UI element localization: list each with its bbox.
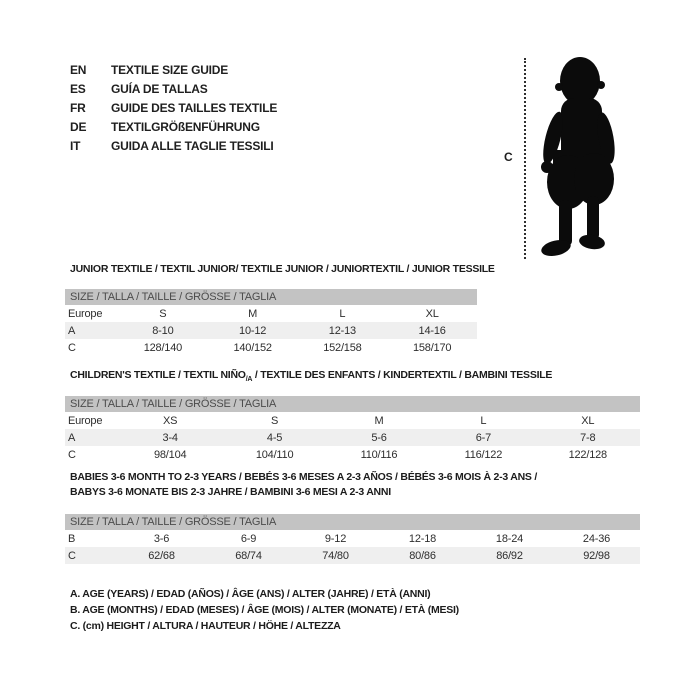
baby-figure: C (498, 52, 638, 264)
table-cell: M (248, 307, 258, 320)
table-cell: 3-6 (153, 532, 170, 545)
table-cell: 12-18 (408, 532, 437, 545)
table-cell: 122/128 (568, 448, 608, 461)
language-row: IT GUIDA ALLE TAGLIE TESSILI (70, 137, 277, 156)
table-cell: 24-36 (582, 532, 611, 545)
language-header: EN TEXTILE SIZE GUIDE ES GUÍA DE TALLAS … (70, 61, 277, 156)
size-table-grid: Europe XS S M L XL A 3-4 4-5 5-6 6-7 7-8 C 98/104 104/… (65, 412, 640, 463)
language-label: TEXTILGRÖßENFÜHRUNG (111, 120, 260, 134)
size-band: SIZE / TALLA / TAILLE / GRÖSSE / TAGLIA (65, 396, 640, 412)
table-cell: 86/92 (496, 549, 523, 562)
junior-size-table: SIZE / TALLA / TAILLE / GRÖSSE / TAGLIA … (65, 289, 477, 356)
section-title-children: CHILDREN'S TEXTILE / TEXTIL NIÑO/A / TEX… (70, 369, 553, 384)
language-code: IT (70, 139, 81, 153)
height-measure-line (524, 58, 526, 259)
table-cell: M (374, 414, 384, 427)
table-row: B 3-6 6-9 9-12 12-18 18-24 24-36 (65, 530, 640, 547)
table-row: C 128/140 140/152 152/158 158/170 (65, 339, 477, 356)
language-label: GUIDA ALLE TAGLIE TESSILI (111, 139, 274, 153)
table-cell: S (159, 307, 167, 320)
baby-silhouette-icon (541, 57, 615, 257)
language-code: FR (70, 101, 86, 115)
table-cell: S (271, 414, 279, 427)
language-label: TEXTILE SIZE GUIDE (111, 63, 229, 77)
row-label: A (68, 324, 76, 337)
table-cell: 6-9 (240, 532, 257, 545)
row-label: C (68, 549, 76, 562)
table-cell: 14-16 (418, 324, 446, 337)
table-cell: 5-6 (371, 431, 387, 444)
table-row: A 8-10 10-12 12-13 14-16 (65, 322, 477, 339)
table-cell: 8-10 (152, 324, 174, 337)
table-row: C 98/104 104/110 110/116 116/122 122/128 (65, 446, 640, 463)
table-cell: 12-13 (328, 324, 356, 337)
language-label: GUIDE DES TAILLES TEXTILE (111, 101, 278, 115)
size-band: SIZE / TALLA / TAILLE / GRÖSSE / TAGLIA (65, 289, 477, 305)
table-cell: XL (581, 414, 595, 427)
children-size-table: SIZE / TALLA / TAILLE / GRÖSSE / TAGLIA … (65, 396, 640, 463)
table-cell: 4-5 (266, 431, 283, 444)
row-label: A (68, 431, 76, 444)
table-cell: 110/116 (360, 448, 398, 461)
table-cell: 80/86 (409, 549, 436, 562)
table-cell: 6-7 (475, 431, 492, 444)
table-cell: 9-12 (324, 532, 347, 545)
footnote-c: C. (cm) HEIGHT / ALTURA / HAUTEUR / HÖHE… (70, 620, 341, 632)
table-cell: 152/158 (323, 341, 362, 354)
table-cell: 68/74 (235, 549, 262, 562)
footnotes: A. AGE (YEARS) / EDAD (AÑOS) / ÂGE (ANS)… (70, 586, 459, 634)
language-row: ES GUÍA DE TALLAS (70, 80, 277, 99)
language-code: DE (70, 120, 87, 134)
table-row: Europe S M L XL (65, 305, 477, 322)
table-cell: XS (163, 414, 178, 427)
section-title-babies-line1: BABIES 3-6 MONTH TO 2-3 YEARS / BEBÉS 3-… (70, 471, 538, 483)
table-row: A 3-4 4-5 5-6 6-7 7-8 (65, 429, 640, 446)
language-row: FR GUIDE DES TAILLES TEXTILE (70, 99, 277, 118)
height-measure-label: C (504, 150, 513, 164)
row-label: Europe (68, 307, 103, 320)
section-title-babies-line2: BABYS 3-6 MONATE BIS 2-3 JAHRE / BAMBINI… (70, 485, 391, 498)
table-cell: 62/68 (148, 549, 175, 562)
table-row: Europe XS S M L XL (65, 412, 640, 429)
table-cell: 3-4 (162, 431, 179, 444)
size-table-grid: Europe S M L XL A 8-10 10-12 12-13 14-16 C 128/140 1… (65, 305, 477, 356)
table-cell: 10-12 (239, 324, 267, 337)
table-cell: 104/110 (255, 448, 294, 461)
section-title-junior: JUNIOR TEXTILE / TEXTIL JUNIOR/ TEXTILE … (70, 263, 495, 275)
language-row: DE TEXTILGRÖßENFÜHRUNG (70, 118, 277, 137)
subscript: /A (245, 376, 253, 384)
row-label: Europe (68, 414, 103, 427)
table-row: C 62/68 68/74 74/80 80/86 86/92 92/98 (65, 547, 640, 564)
row-label: C (68, 341, 76, 354)
language-code: ES (70, 82, 86, 96)
row-label: C (68, 448, 76, 461)
table-cell: 128/140 (143, 341, 183, 354)
section-title-babies: BABIES 3-6 MONTH TO 2-3 YEARS / BEBÉS 3-… (70, 470, 537, 499)
table-cell: 98/104 (153, 448, 187, 461)
row-label: B (68, 532, 76, 545)
babies-size-table: SIZE / TALLA / TAILLE / GRÖSSE / TAGLIA … (65, 514, 640, 564)
table-cell: 158/170 (412, 341, 452, 354)
footnote-a: A. AGE (YEARS) / EDAD (AÑOS) / ÂGE (ANS)… (70, 588, 431, 600)
table-cell: 116/122 (464, 448, 503, 461)
language-label: GUÍA DE TALLAS (111, 82, 208, 96)
table-cell: 7-8 (580, 431, 596, 444)
table-cell: 18-24 (495, 532, 524, 545)
size-band: SIZE / TALLA / TAILLE / GRÖSSE / TAGLIA (65, 514, 640, 530)
size-table-grid: B 3-6 6-9 9-12 12-18 18-24 24-36 C 62/68 68/74 74/… (65, 530, 640, 564)
table-cell: 74/80 (322, 549, 349, 562)
table-cell: XL (425, 307, 439, 320)
table-cell: L (480, 414, 487, 427)
table-cell: 140/152 (233, 341, 272, 354)
language-code: EN (70, 63, 87, 77)
language-row: EN TEXTILE SIZE GUIDE (70, 61, 277, 80)
table-cell: 92/98 (583, 549, 610, 562)
table-cell: L (339, 307, 346, 320)
footnote-b: B. AGE (MONTHS) / EDAD (MESES) / ÂGE (MO… (70, 604, 459, 616)
